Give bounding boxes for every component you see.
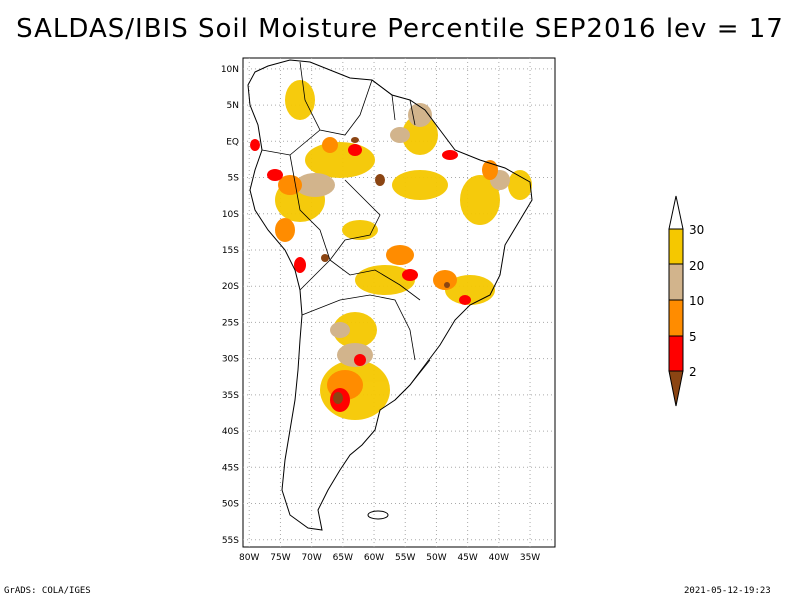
lat-tick-label: 5S [228, 174, 240, 184]
falkland-islands [367, 510, 389, 520]
lat-tick-label: 50S [222, 500, 239, 510]
colorbar: 30 20 10 5 2 [668, 195, 704, 407]
footer-credit: GrADS: COLA/IGES [4, 586, 91, 596]
lat-tick-label: 35S [222, 391, 239, 401]
lat-tick-label: 55S [222, 536, 239, 546]
colorbar-5-10 [668, 299, 684, 337]
south-america-coastline [247, 59, 533, 531]
longitude-axis: 80W 75W 70W 65W 60W 55W 50W 45W 40W 35W [239, 553, 540, 563]
colorbar-label-10: 10 [689, 294, 704, 308]
colorbar-below-2 [668, 370, 684, 407]
colorbar-2-5 [668, 335, 684, 372]
colorbar-label-2: 2 [689, 365, 697, 379]
lon-tick-label: 65W [333, 553, 353, 563]
lat-tick-label: 45S [222, 463, 239, 473]
lon-tick-label: 60W [364, 553, 384, 563]
colorbar-label-30: 30 [689, 223, 704, 237]
graticule [243, 58, 555, 547]
colorbar-20-30 [668, 228, 684, 265]
lon-tick-label: 35W [520, 553, 540, 563]
map-title: SALDAS/IBIS Soil Moisture Percentile SEP… [16, 14, 784, 44]
lon-tick-label: 80W [239, 553, 259, 563]
lat-tick-label: 10S [222, 210, 239, 220]
lon-tick-label: 75W [270, 553, 290, 563]
lat-tick-label: 5N [227, 101, 239, 111]
lon-tick-label: 70W [301, 553, 321, 563]
footer-timestamp: 2021-05-12-19:23 [684, 586, 771, 596]
lon-tick-label: 50W [426, 553, 446, 563]
lat-tick-label: 10N [221, 65, 239, 75]
soil-moisture-shading [250, 80, 532, 420]
lat-tick-label: 25S [222, 318, 239, 328]
map-frame [242, 57, 556, 548]
colorbar-10-20 [668, 263, 684, 301]
colorbar-label-20: 20 [689, 259, 704, 273]
lat-tick-label: 30S [222, 355, 239, 365]
lat-tick-label: 20S [222, 282, 239, 292]
country-borders [261, 61, 431, 401]
lat-tick-label: 40S [222, 427, 239, 437]
latitude-axis: 10N 5N EQ 5S 10S 15S 20S 25S 30S 35S 40S 45S 50S 55S [221, 65, 239, 546]
lon-tick-label: 40W [489, 553, 509, 563]
lat-tick-label: 15S [222, 246, 239, 256]
lat-tick-label: EQ [226, 137, 239, 147]
lon-tick-label: 45W [457, 553, 477, 563]
colorbar-above-30 [668, 195, 684, 230]
lon-tick-label: 55W [395, 553, 415, 563]
colorbar-label-5: 5 [689, 330, 697, 344]
